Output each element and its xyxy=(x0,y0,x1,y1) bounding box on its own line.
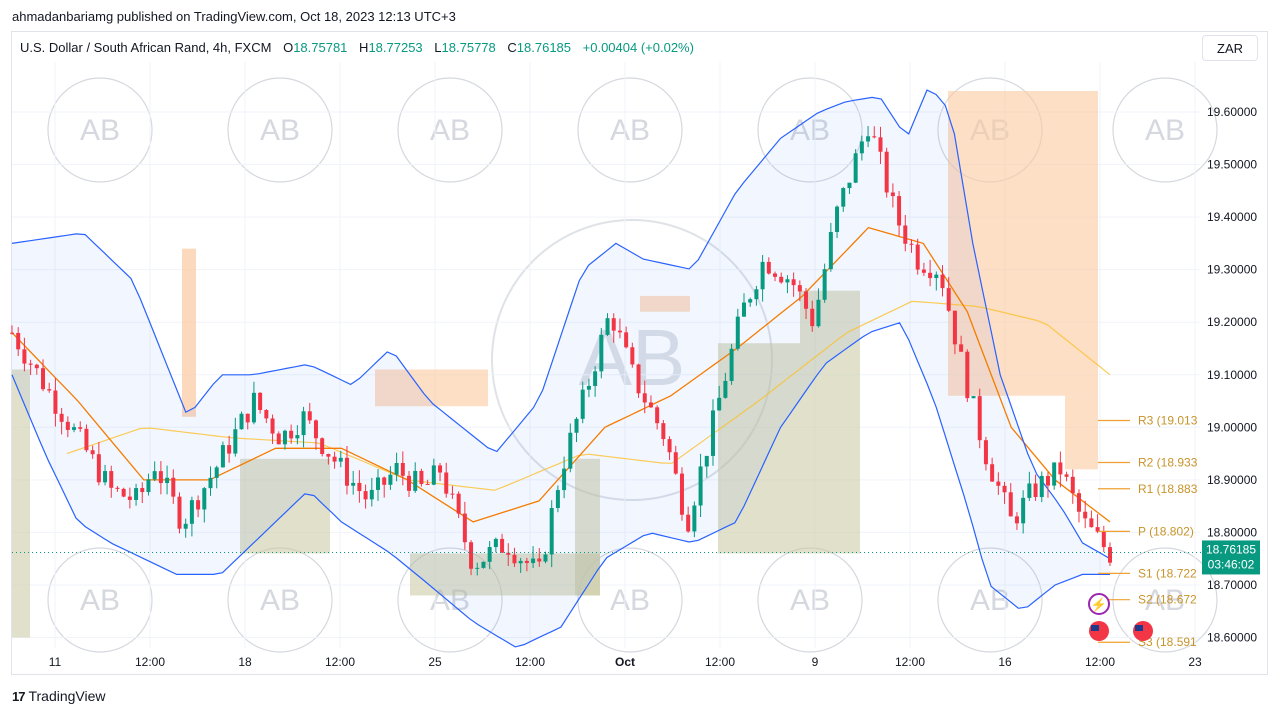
close-value: 18.76185 xyxy=(516,40,572,55)
publisher-line: ahmadanbariamg published on TradingView.… xyxy=(12,9,456,24)
currency-button[interactable]: ZAR xyxy=(1202,35,1258,61)
change-value: +0.00404 (+0.02%) xyxy=(582,40,694,55)
symbol-name[interactable]: U.S. Dollar / South African Rand, 4h, FX… xyxy=(20,40,272,55)
close-label: C xyxy=(507,40,517,55)
high-value: 18.77253 xyxy=(368,40,423,55)
open-value: 18.75781 xyxy=(293,40,348,55)
footer-brand-name: TradingView xyxy=(28,688,106,704)
low-value: 18.75778 xyxy=(441,40,496,55)
high-label: H xyxy=(359,40,369,55)
footer-brand[interactable]: 17 TradingView xyxy=(12,688,106,704)
tradingview-logo-icon: 17 xyxy=(12,688,26,704)
low-label: L xyxy=(434,40,442,55)
open-label: O xyxy=(283,40,294,55)
chart-frame xyxy=(11,31,1268,675)
symbol-legend: U.S. Dollar / South African Rand, 4h, FX… xyxy=(20,40,694,55)
